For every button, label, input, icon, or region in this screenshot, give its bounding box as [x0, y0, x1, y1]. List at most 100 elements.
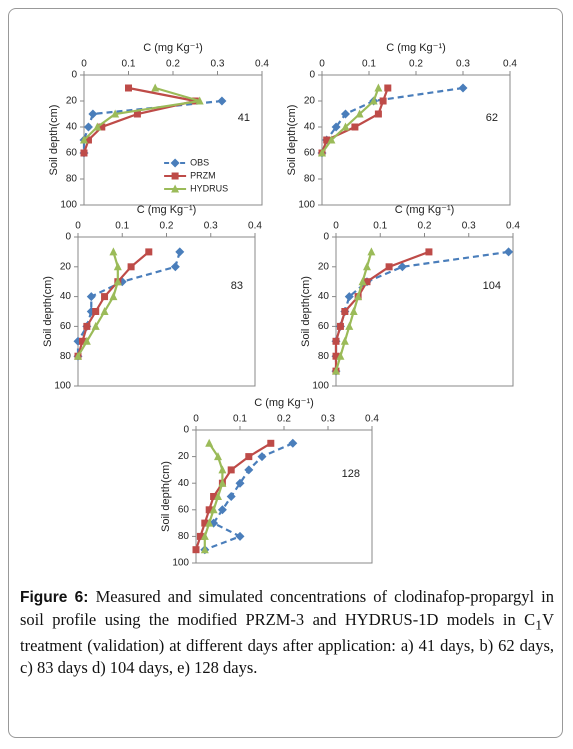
x-tick-label: 0.3: [211, 59, 225, 70]
marker: [80, 135, 88, 144]
x-tick-label: 0: [75, 221, 81, 232]
y-tick-label: 20: [60, 261, 72, 272]
x-tick-label: 0.2: [409, 59, 423, 70]
legend-label: HYDRUS: [190, 183, 228, 193]
y-tick-label: 20: [178, 451, 190, 462]
x-tick-label: 0.4: [248, 221, 262, 232]
x-tick-label: 0.4: [365, 414, 379, 425]
marker: [201, 519, 209, 527]
marker: [504, 247, 514, 257]
marker: [209, 505, 218, 514]
caption-text: Measured and simulated concentrations of…: [20, 587, 555, 629]
marker: [127, 263, 135, 271]
marker: [217, 96, 227, 106]
y-tick-label: 100: [172, 558, 189, 569]
annotation: 83: [231, 280, 243, 292]
marker: [217, 505, 227, 515]
marker: [363, 278, 371, 286]
y-tick-label: 40: [66, 122, 78, 133]
marker: [458, 83, 468, 93]
plot-frame: [321, 74, 511, 206]
series-line: [334, 250, 509, 372]
x-tick-label: 0: [333, 221, 339, 232]
x-tick-label: 0.1: [362, 59, 376, 70]
marker: [205, 438, 214, 447]
marker: [218, 478, 227, 487]
y-tick-label: 80: [318, 351, 330, 362]
y-tick-label: 60: [66, 148, 78, 159]
x-axis-label: C (mg Kg⁻¹): [386, 42, 446, 54]
marker: [362, 262, 371, 271]
marker: [354, 292, 363, 301]
marker: [195, 96, 204, 105]
y-tick-label: 80: [66, 174, 78, 185]
marker: [196, 532, 204, 540]
marker: [92, 308, 100, 315]
x-tick-label: 0.1: [115, 221, 129, 232]
marker: [82, 336, 91, 345]
x-tick-label: 0.1: [122, 59, 136, 70]
marker: [91, 321, 100, 330]
y-tick-label: 60: [178, 504, 190, 515]
x-axis-label: C (mg Kg⁻¹): [254, 397, 314, 409]
marker: [245, 453, 253, 461]
caption: Figure 6: Measured and simulated concent…: [20, 586, 554, 678]
caption-sub: 1: [535, 616, 543, 632]
marker: [175, 247, 185, 257]
marker: [318, 148, 326, 157]
marker: [340, 336, 349, 345]
x-tick-label: 0: [319, 59, 325, 70]
plot-frame: [335, 236, 514, 387]
y-tick-label: 0: [183, 425, 189, 436]
marker: [86, 292, 96, 302]
charts: 0 0.1 0.2 0.3 0.4 0 20 40 60 80 100 C (mg Kg⁻¹) Soil…: [42, 42, 520, 569]
marker: [341, 109, 350, 119]
marker: [336, 322, 344, 330]
marker: [100, 307, 109, 315]
marker: [125, 84, 132, 92]
marker: [235, 531, 245, 541]
marker: [227, 466, 235, 474]
x-tick-label: 0.1: [233, 414, 247, 425]
marker: [113, 262, 122, 271]
marker: [369, 96, 378, 105]
x-tick-label: 0.2: [277, 414, 291, 425]
series-line: [76, 251, 181, 357]
marker: [332, 337, 340, 345]
marker: [288, 438, 298, 448]
marker: [93, 122, 102, 131]
y-tick-label: 80: [60, 351, 72, 362]
marker: [257, 452, 267, 462]
marker: [218, 465, 227, 474]
marker: [349, 307, 358, 315]
marker: [205, 518, 214, 527]
marker: [83, 322, 91, 330]
marker: [101, 293, 109, 301]
marker: [244, 465, 254, 475]
marker: [133, 110, 141, 118]
x-tick-label: 0.2: [418, 221, 432, 232]
marker: [425, 248, 433, 256]
plot-frame: [83, 74, 263, 206]
marker: [170, 262, 180, 272]
marker: [210, 493, 218, 500]
x-tick-label: 0.4: [255, 59, 269, 70]
legend-label: OBS: [190, 157, 209, 167]
marker: [111, 109, 120, 118]
x-axis-label: C (mg Kg⁻¹): [137, 204, 197, 216]
marker: [83, 122, 93, 132]
y-axis-label: Soil depth(cm): [48, 105, 60, 176]
marker: [235, 478, 245, 488]
marker: [192, 546, 200, 554]
legend-marker: [171, 172, 179, 180]
legend-marker: [171, 184, 180, 193]
marker: [358, 277, 367, 286]
y-tick-label: 40: [304, 122, 316, 133]
marker: [226, 492, 236, 501]
marker: [113, 277, 122, 286]
y-tick-label: 0: [71, 70, 77, 81]
marker: [88, 109, 98, 119]
y-tick-label: 0: [323, 232, 329, 243]
y-tick-label: 60: [304, 148, 316, 159]
legend-marker: [170, 158, 180, 168]
